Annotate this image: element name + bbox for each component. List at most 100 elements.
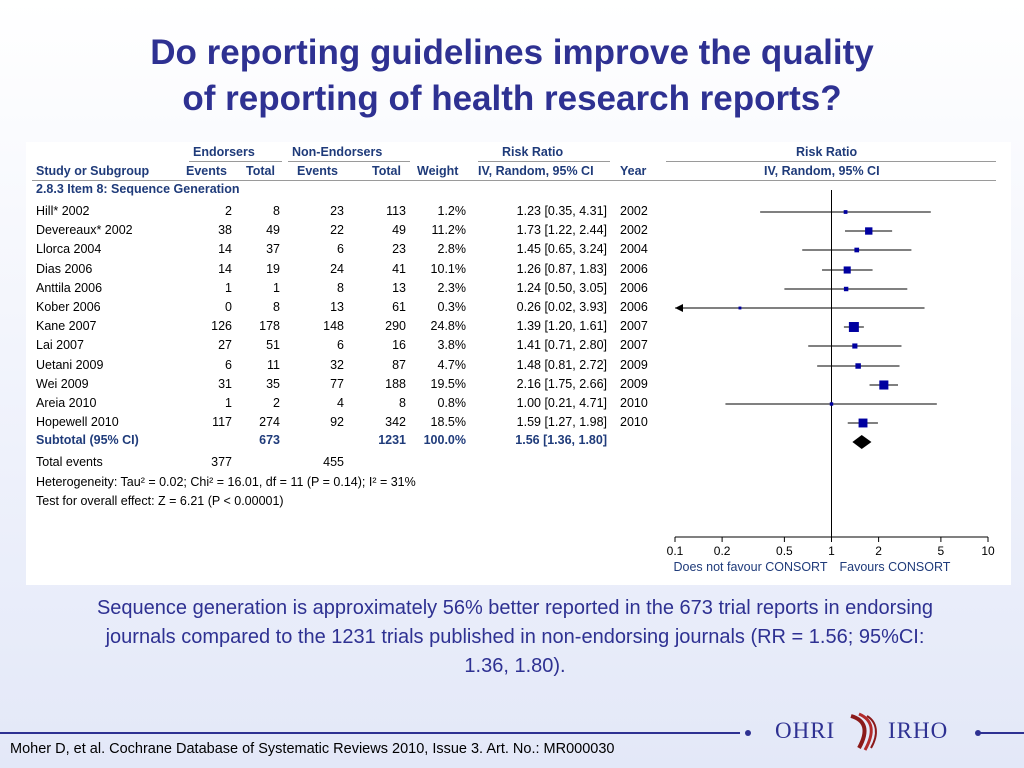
study-name: Areia 2010	[36, 396, 97, 410]
subtotal-total-endorsers: 673	[259, 433, 280, 447]
risk-ratio-ci: 2.16 [1.75, 2.66]	[516, 377, 607, 391]
subtotal-total-non-endorsers: 1231	[378, 433, 406, 447]
total-non-endorsers: 49	[392, 223, 406, 237]
section-heading: 2.8.3 Item 8: Sequence Generation	[36, 182, 240, 196]
total-non-endorsers: 8	[399, 396, 406, 410]
pooled-diamond	[852, 435, 872, 449]
events-endorsers: 6	[225, 358, 232, 372]
table-row: Hill* 2002 2 8 23 113 1.2% 1.23 [0.35, 4.31] 20…	[26, 204, 666, 223]
events-endorsers: 1	[225, 281, 232, 295]
weight: 18.5%	[430, 415, 466, 429]
study-name: Anttila 2006	[36, 281, 103, 295]
weight: 2.8%	[437, 242, 467, 256]
total-endorsers: 49	[266, 223, 280, 237]
ci-arrow-icon	[675, 304, 683, 312]
events-endorsers: 31	[218, 377, 232, 391]
x-axis-tick-label: 0.2	[714, 544, 731, 558]
events-non-endorsers: 32	[330, 358, 344, 372]
title-line-1: Do reporting guidelines improve the qual…	[150, 33, 874, 72]
subtotal-row: Subtotal (95% CI) 673 1231 100.0% 1.56 [1.36…	[26, 433, 666, 452]
subtotal-label: Subtotal (95% CI)	[36, 433, 139, 447]
point-estimate-marker	[843, 286, 849, 292]
study-name: Uetani 2009	[36, 358, 104, 372]
events-endorsers: 0	[225, 300, 232, 314]
table-row: Lai 2007 27 51 6 16 3.8% 1.41 [0.71, 2.80] 2007	[26, 338, 666, 357]
weight: 4.7%	[437, 358, 467, 372]
overall-effect-text: Test for overall effect: Z = 6.21 (P < 0…	[36, 494, 284, 508]
x-axis-tick-label: 1	[828, 544, 835, 558]
table-row: Kane 2007 126 178 148 290 24.8% 1.39 [1.20, 1.…	[26, 319, 666, 338]
x-axis-tick-label: 0.1	[667, 544, 684, 558]
events-non-endorsers: 24	[330, 262, 344, 276]
point-estimate-marker	[879, 380, 889, 390]
forest-plot: 0.1 0.2 0.5 1 2 5 10 Does not favour CONSORT Fav…	[667, 190, 995, 574]
point-estimate-marker	[843, 210, 848, 214]
header-non-endorsers: Non-Endorsers	[292, 145, 383, 159]
weight: 0.8%	[437, 396, 467, 410]
logo-text-right: IRHO	[888, 718, 949, 743]
risk-ratio-ci: 1.23 [0.35, 4.31]	[516, 204, 607, 218]
weight: 2.3%	[437, 281, 467, 295]
events-non-endorsers: 148	[323, 319, 344, 333]
point-estimate-marker	[738, 306, 742, 310]
subtotal-weight: 100.0%	[423, 433, 466, 447]
logo-emblem-icon	[850, 712, 877, 751]
study-name: Hopewell 2010	[36, 415, 119, 429]
total-non-endorsers: 61	[392, 300, 406, 314]
study-name: Lai 2007	[36, 338, 84, 352]
header-bottom-rule	[32, 180, 996, 181]
divider-dot-left	[745, 730, 751, 736]
events-non-endorsers: 77	[330, 377, 344, 391]
slide-title: Do reporting guidelines improve the qual…	[0, 30, 1024, 122]
table-row: Uetani 2009 6 11 32 87 4.7% 1.48 [0.81, 2.72] 2…	[26, 358, 666, 377]
table-row: Anttila 2006 1 1 8 13 2.3% 1.24 [0.50, 3.05] 20…	[26, 281, 666, 300]
weight: 1.2%	[437, 204, 467, 218]
x-axis-tick-label: 10	[981, 544, 995, 558]
x-axis-label-left: Does not favour CONSORT	[674, 560, 828, 574]
events-endorsers: 2	[225, 204, 232, 218]
subtotal-risk-ratio: 1.56 [1.36, 1.80]	[515, 433, 607, 447]
risk-ratio-ci: 1.45 [0.65, 3.24]	[516, 242, 607, 256]
risk-ratio-ci: 0.26 [0.02, 3.93]	[516, 300, 607, 314]
rule-non-endorsers	[288, 161, 410, 162]
events-endorsers: 38	[218, 223, 232, 237]
year: 2009	[620, 358, 648, 372]
risk-ratio-ci: 1.73 [1.22, 2.44]	[516, 223, 607, 237]
events-non-endorsers: 6	[337, 242, 344, 256]
total-non-endorsers: 188	[385, 377, 406, 391]
events-non-endorsers: 4	[337, 396, 344, 410]
weight: 11.2%	[431, 223, 466, 237]
events-non-endorsers: 92	[330, 415, 344, 429]
col-events-non-endorsers: Events	[297, 164, 338, 178]
col-method-plot: IV, Random, 95% CI	[764, 164, 880, 178]
risk-ratio-ci: 1.41 [0.71, 2.80]	[516, 338, 607, 352]
risk-ratio-ci: 1.24 [0.50, 3.05]	[516, 281, 607, 295]
divider-dot-right	[975, 730, 981, 736]
title-line-2: of reporting of health research reports?	[182, 79, 842, 118]
total-non-endorsers: 113	[386, 204, 406, 218]
col-weight: Weight	[417, 164, 459, 178]
total-events-row: Total events 377 455	[26, 455, 666, 474]
ohri-logo: OHRI IRHO	[775, 712, 965, 752]
header-endorsers: Endorsers	[193, 145, 255, 159]
total-events-label: Total events	[36, 455, 103, 469]
year: 2009	[620, 377, 648, 391]
heterogeneity-text: Heterogeneity: Tau² = 0.02; Chi² = 16.01…	[36, 475, 416, 489]
total-non-endorsers: 290	[385, 319, 406, 333]
year: 2006	[620, 300, 648, 314]
point-estimate-marker	[848, 322, 859, 332]
point-estimate-marker	[855, 363, 861, 369]
weight: 3.8%	[437, 338, 467, 352]
total-non-endorsers: 23	[392, 242, 406, 256]
events-non-endorsers: 6	[337, 338, 344, 352]
events-endorsers: 27	[218, 338, 232, 352]
weight: 0.3%	[437, 300, 467, 314]
table-row: Hopewell 2010 117 274 92 342 18.5% 1.59 [1.27,…	[26, 415, 666, 434]
total-endorsers: 11	[267, 358, 280, 372]
events-non-endorsers: 8	[337, 281, 344, 295]
year: 2006	[620, 262, 648, 276]
year: 2010	[620, 415, 648, 429]
total-events-non-endorsers: 455	[323, 455, 344, 469]
x-axis-tick-label: 5	[938, 544, 945, 558]
total-endorsers: 274	[259, 415, 280, 429]
